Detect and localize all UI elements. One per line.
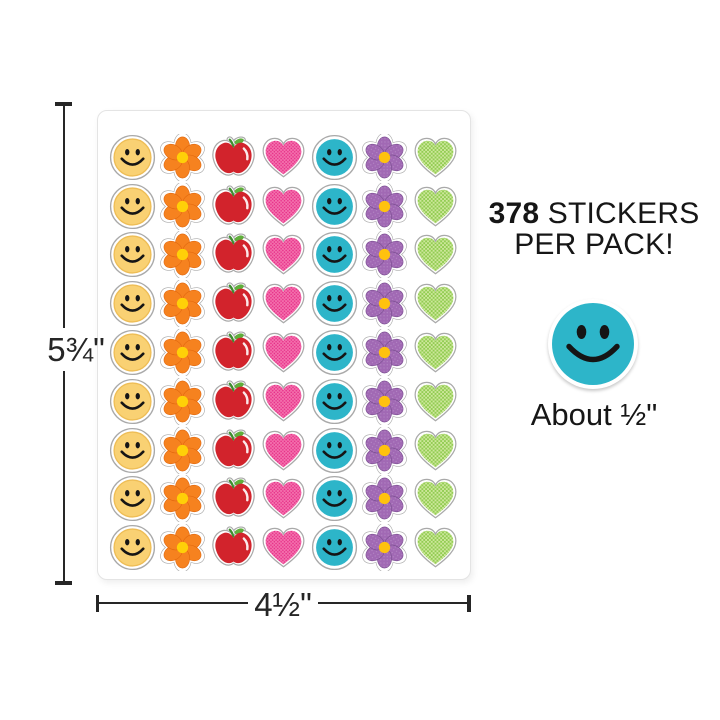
- sticker-heart-pink: [259, 475, 310, 524]
- sticker-heart-green: [410, 279, 461, 328]
- sticker-heart-green: [410, 328, 461, 377]
- width-dim-cap-right: [467, 595, 471, 612]
- width-dim-line-left: [97, 602, 248, 604]
- sticker-flower-purple: [360, 279, 411, 328]
- width-dim-line-right: [318, 602, 469, 604]
- pack-count-number: 378: [488, 197, 540, 230]
- sticker-smiley-yellow: [107, 279, 158, 328]
- sticker-smiley-teal: [309, 475, 360, 524]
- sticker-flower-purple: [360, 475, 411, 524]
- sticker-heart-green: [410, 426, 461, 475]
- sticker-heart-pink: [259, 523, 310, 572]
- sticker-flower-orange: [158, 182, 209, 231]
- sticker-heart-pink: [259, 279, 310, 328]
- sticker-smiley-teal: [309, 133, 360, 182]
- sticker-smiley-yellow: [107, 426, 158, 475]
- sticker-apple-red: [208, 523, 259, 572]
- sticker-smiley-yellow: [107, 133, 158, 182]
- pack-count-line2: PER PACK!: [514, 228, 674, 261]
- sticker-flower-orange: [158, 279, 209, 328]
- sticker-flower-purple: [360, 182, 411, 231]
- sticker-apple-red: [208, 377, 259, 426]
- sticker-heart-pink: [259, 426, 310, 475]
- sticker-smiley-yellow: [107, 231, 158, 280]
- pack-count-suffix: STICKERS: [539, 197, 700, 230]
- sticker-smiley-teal: [309, 231, 360, 280]
- sticker-flower-orange: [158, 523, 209, 572]
- sticker-flower-orange: [158, 133, 209, 182]
- sticker-apple-red: [208, 231, 259, 280]
- sticker-sheet: [97, 110, 471, 580]
- sticker-heart-pink: [259, 182, 310, 231]
- sticker-heart-pink: [259, 133, 310, 182]
- sticker-smiley-yellow: [107, 475, 158, 524]
- sticker-flower-purple: [360, 523, 411, 572]
- smiley-size-badge: [548, 299, 638, 389]
- width-dim-label: 4½": [254, 586, 312, 623]
- sticker-flower-orange: [158, 475, 209, 524]
- sticker-flower-purple: [360, 328, 411, 377]
- sticker-heart-pink: [259, 377, 310, 426]
- sticker-heart-green: [410, 377, 461, 426]
- sticker-heart-green: [410, 475, 461, 524]
- height-dim-line-upper: [62, 102, 65, 328]
- sticker-smiley-teal: [309, 377, 360, 426]
- sticker-flower-orange: [158, 328, 209, 377]
- sticker-apple-red: [208, 182, 259, 231]
- sticker-flower-orange: [158, 426, 209, 475]
- sticker-heart-green: [410, 182, 461, 231]
- pack-count-line1: 378 STICKERS: [474, 198, 714, 229]
- smiley-icon: [552, 303, 634, 385]
- sticker-heart-green: [410, 133, 461, 182]
- sticker-smiley-yellow: [107, 523, 158, 572]
- sticker-smiley-yellow: [107, 377, 158, 426]
- sticker-smiley-yellow: [107, 182, 158, 231]
- sticker-flower-purple: [360, 231, 411, 280]
- sticker-smiley-teal: [309, 426, 360, 475]
- sticker-apple-red: [208, 475, 259, 524]
- sticker-flower-purple: [360, 133, 411, 182]
- sticker-flower-orange: [158, 231, 209, 280]
- height-dim-line-lower: [62, 371, 65, 583]
- sticker-heart-green: [410, 523, 461, 572]
- sticker-flower-purple: [360, 377, 411, 426]
- sticker-flower-orange: [158, 377, 209, 426]
- sticker-smiley-teal: [309, 279, 360, 328]
- sticker-heart-green: [410, 231, 461, 280]
- sticker-apple-red: [208, 279, 259, 328]
- sticker-smiley-teal: [309, 182, 360, 231]
- height-dim-label: 5¾": [47, 331, 105, 368]
- pack-count-text: 378 STICKERS PER PACK!: [474, 198, 714, 260]
- sticker-smiley-teal: [309, 523, 360, 572]
- sticker-smiley-teal: [309, 328, 360, 377]
- height-dim-cap-bottom: [55, 581, 72, 585]
- sticker-flower-purple: [360, 426, 411, 475]
- sticker-heart-pink: [259, 231, 310, 280]
- sticker-grid: [98, 111, 470, 572]
- sticker-apple-red: [208, 133, 259, 182]
- badge-size-label: About ½": [530, 397, 658, 432]
- sticker-apple-red: [208, 328, 259, 377]
- sticker-smiley-yellow: [107, 328, 158, 377]
- sticker-heart-pink: [259, 328, 310, 377]
- sticker-apple-red: [208, 426, 259, 475]
